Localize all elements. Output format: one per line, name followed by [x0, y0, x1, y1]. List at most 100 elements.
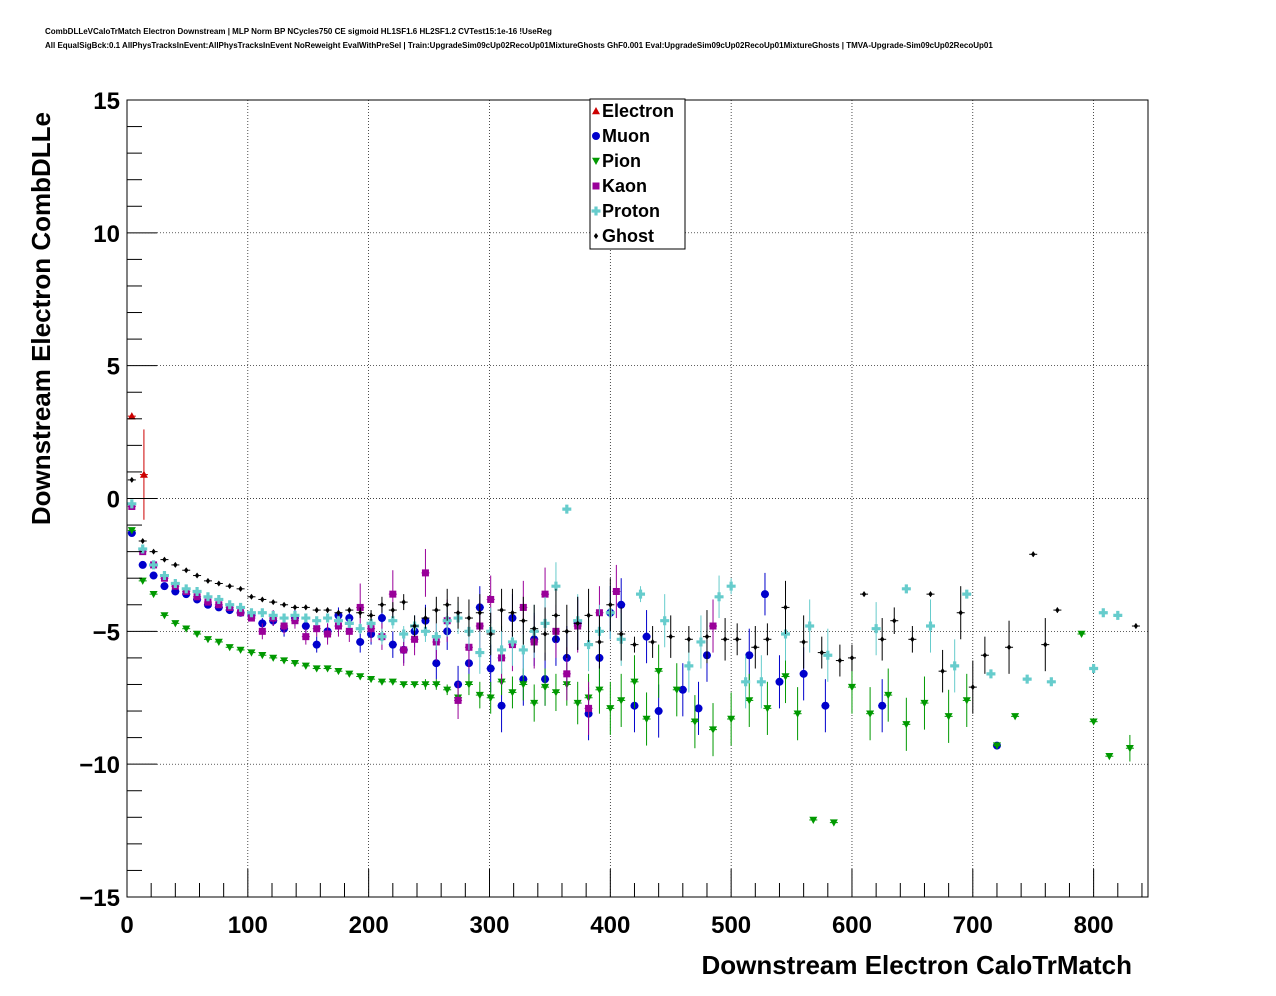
data-point-pion	[902, 721, 911, 729]
data-point-pion	[519, 681, 528, 689]
data-point-muon	[486, 664, 495, 673]
data-point-ghost	[173, 561, 178, 568]
data-point-pion	[690, 718, 699, 726]
data-point-proton	[159, 571, 169, 581]
data-point-proton	[1113, 610, 1123, 620]
data-point-pion	[443, 686, 452, 694]
data-point-proton	[660, 616, 670, 626]
data-point-pion	[138, 577, 147, 585]
data-point-proton	[507, 637, 517, 647]
data-point-proton	[366, 618, 376, 628]
data-point-ghost	[704, 633, 710, 640]
data-point-ghost	[618, 630, 624, 637]
y-tick-label: −10	[79, 752, 120, 779]
data-point-proton	[431, 632, 441, 642]
data-point-ghost	[734, 636, 740, 643]
data-point-ghost	[412, 623, 417, 630]
series-electron	[127, 412, 148, 520]
data-point-proton	[127, 499, 137, 509]
data-point-proton	[714, 592, 724, 602]
data-point-ghost	[455, 609, 461, 616]
data-point-ghost	[553, 612, 559, 619]
y-tick-label: 5	[107, 354, 120, 381]
data-point-ghost	[249, 593, 254, 600]
legend-marker-kaon	[592, 182, 600, 190]
data-point-proton	[355, 624, 365, 634]
data-point-ghost	[970, 684, 975, 691]
data-point-ghost	[564, 628, 570, 635]
data-point-muon	[678, 685, 687, 694]
legend-label-electron: Electron	[602, 101, 674, 121]
data-point-ghost	[205, 577, 211, 584]
x-tick-label: 300	[469, 912, 509, 939]
data-point-ghost	[668, 633, 673, 640]
data-point-ghost	[444, 601, 450, 608]
data-point-kaon	[302, 633, 310, 641]
data-point-ghost	[521, 617, 526, 624]
legend: Electron Muon Pion Kaon Proton Ghost	[589, 98, 686, 250]
data-point-ghost	[783, 604, 788, 611]
data-point-kaon	[421, 569, 429, 577]
legend-label-kaon: Kaon	[602, 176, 647, 196]
legend-marker-muon	[592, 132, 600, 140]
data-point-pion	[367, 675, 376, 684]
data-point-proton	[726, 581, 736, 591]
data-point-proton	[257, 608, 267, 618]
data-point-pion	[595, 686, 604, 694]
data-point-pion	[630, 678, 639, 686]
data-point-ghost	[368, 612, 374, 619]
data-point-muon	[356, 637, 365, 646]
data-point-pion	[290, 660, 299, 668]
data-point-proton	[562, 504, 572, 514]
data-point-muon	[377, 614, 386, 623]
data-point-proton	[301, 613, 311, 623]
data-point-muon	[694, 704, 703, 713]
data-point-proton	[950, 661, 960, 671]
data-points	[127, 412, 1140, 827]
data-point-proton	[312, 616, 322, 626]
data-point-muon	[160, 582, 169, 591]
data-point-pion	[1077, 630, 1086, 638]
data-point-proton	[1098, 608, 1108, 618]
x-tick-label: 200	[349, 912, 389, 939]
data-point-proton	[344, 618, 354, 628]
data-point-proton	[497, 645, 507, 655]
data-point-proton	[926, 621, 936, 631]
data-point-pion	[809, 816, 818, 824]
data-point-proton	[268, 610, 278, 620]
data-point-ghost	[336, 609, 341, 616]
data-point-ghost	[928, 591, 933, 598]
data-point-pion	[763, 705, 772, 713]
data-point-muon	[799, 669, 808, 678]
y-tick-label: −15	[79, 885, 120, 912]
data-point-pion	[745, 697, 754, 705]
data-point-pion	[356, 673, 365, 681]
data-point-ghost	[162, 556, 167, 563]
data-point-ghost	[379, 601, 385, 608]
data-point-pion	[654, 667, 663, 676]
data-point-pion	[866, 710, 875, 718]
data-point-ghost	[260, 596, 265, 603]
data-point-ghost	[849, 654, 855, 661]
data-point-proton	[149, 560, 159, 570]
data-point-pion	[323, 665, 332, 673]
data-point-proton	[1046, 677, 1056, 687]
data-point-ghost	[314, 607, 319, 614]
data-point-muon	[345, 614, 354, 623]
data-point-muon	[312, 640, 321, 649]
data-point-ghost	[608, 601, 613, 608]
axis-ticks	[126, 99, 1143, 898]
data-point-proton	[192, 586, 202, 596]
data-point-ghost	[390, 607, 396, 614]
x-tick-label: 0	[120, 912, 133, 939]
data-point-kaon	[563, 670, 571, 678]
data-point-kaon	[215, 601, 223, 609]
legend-marker-electron	[592, 107, 600, 115]
data-point-pion	[399, 681, 408, 689]
data-point-proton	[203, 592, 213, 602]
data-point-ghost	[861, 591, 867, 598]
data-point-ghost	[597, 638, 602, 645]
data-point-proton	[1089, 664, 1099, 674]
legend-marker-pion	[592, 157, 600, 165]
data-point-pion	[573, 699, 582, 708]
